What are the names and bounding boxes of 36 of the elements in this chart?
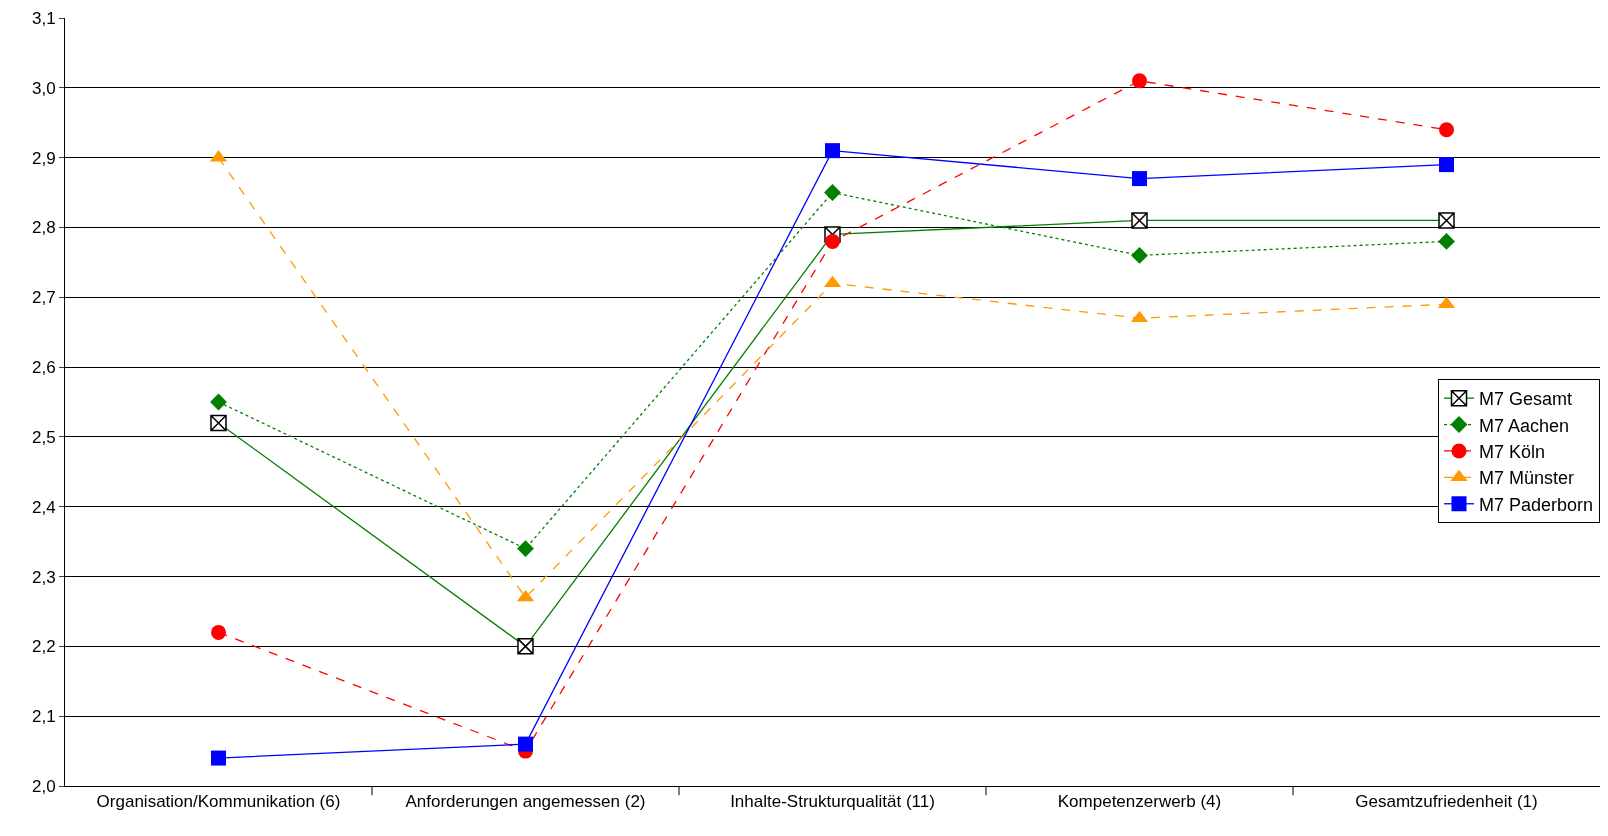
y-tick-label: 2,5	[31, 427, 56, 447]
point	[518, 736, 533, 752]
point	[211, 750, 226, 766]
y-tick-label: 3,1	[31, 8, 56, 28]
point	[211, 624, 226, 640]
y-tick-label: 2,1	[31, 707, 56, 727]
legend-label: M7 Paderborn	[1479, 494, 1594, 515]
x-tick-label: Inhalte-Strukturqualität (11)	[730, 792, 935, 812]
y-tick-label: 2,9	[31, 148, 56, 168]
legend-label: M7 Gesamt	[1479, 389, 1573, 410]
x-tick-label: Organisation/Kommunikation (6)	[96, 792, 341, 812]
point	[1132, 73, 1147, 89]
point	[825, 233, 840, 249]
point	[210, 393, 227, 411]
point	[1439, 157, 1454, 173]
y-tick-label: 2,7	[31, 288, 56, 308]
y-tick-label: 2,0	[31, 776, 56, 796]
y-tick-label: 2,4	[31, 497, 56, 517]
y-tick-label: 3,0	[31, 78, 56, 98]
point	[824, 184, 841, 201]
legend-label: M7 Münster	[1479, 468, 1575, 489]
legend-label: M7 Aachen	[1479, 415, 1570, 436]
y-tick-label: 2,3	[31, 567, 56, 587]
point	[1131, 246, 1148, 264]
x-tick-label: Kompetenzerwerb (4)	[1057, 792, 1222, 812]
x-tick-label: Gesamtzufriedenheit (1)	[1355, 792, 1538, 812]
y-tick-label: 2,6	[31, 358, 56, 378]
legend-label: M7 Köln	[1479, 441, 1546, 462]
point	[1132, 171, 1147, 187]
point	[1439, 122, 1454, 138]
y-tick-label: 2,8	[31, 218, 56, 238]
point	[825, 143, 840, 159]
x-tick-label: Anforderungen angemessen (2)	[405, 792, 646, 812]
point	[1438, 232, 1455, 250]
point	[517, 540, 534, 558]
y-tick-label: 2,2	[31, 637, 56, 657]
